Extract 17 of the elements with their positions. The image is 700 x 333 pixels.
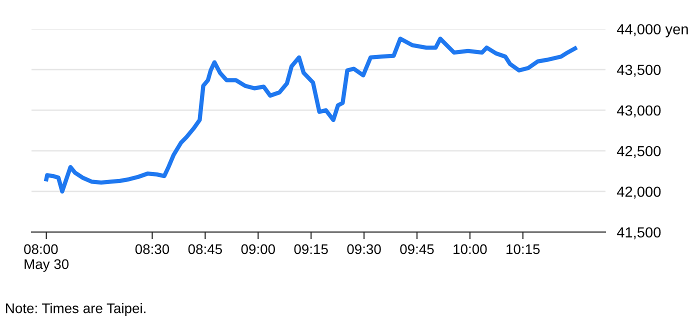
y-tick-label: 43,500	[616, 64, 661, 77]
x-tick-label: 09:00	[241, 244, 275, 254]
x-tick-label: 08:00 May 30	[24, 244, 69, 272]
y-tick-label: 43,000	[616, 105, 661, 118]
x-tick-label: 09:45	[400, 244, 434, 254]
x-tick-label: 09:15	[294, 244, 328, 254]
x-tick-label: 08:30	[135, 244, 170, 254]
x-tick-label: 10:15	[506, 244, 540, 254]
y-tick-label: 42,000	[616, 186, 661, 199]
y-tick-label: 44,000 yen	[616, 24, 688, 38]
y-tick-label: 42,500	[616, 146, 661, 158]
x-tick-label: 08:45	[188, 244, 222, 254]
text: Note: Times are Taipei.	[6, 303, 146, 316]
line-series	[44, 36, 578, 194]
x-tick-label: 09:30	[347, 244, 381, 254]
y-tick-label: 41,500	[616, 227, 661, 240]
x-tick-label: 10:00	[454, 244, 487, 254]
